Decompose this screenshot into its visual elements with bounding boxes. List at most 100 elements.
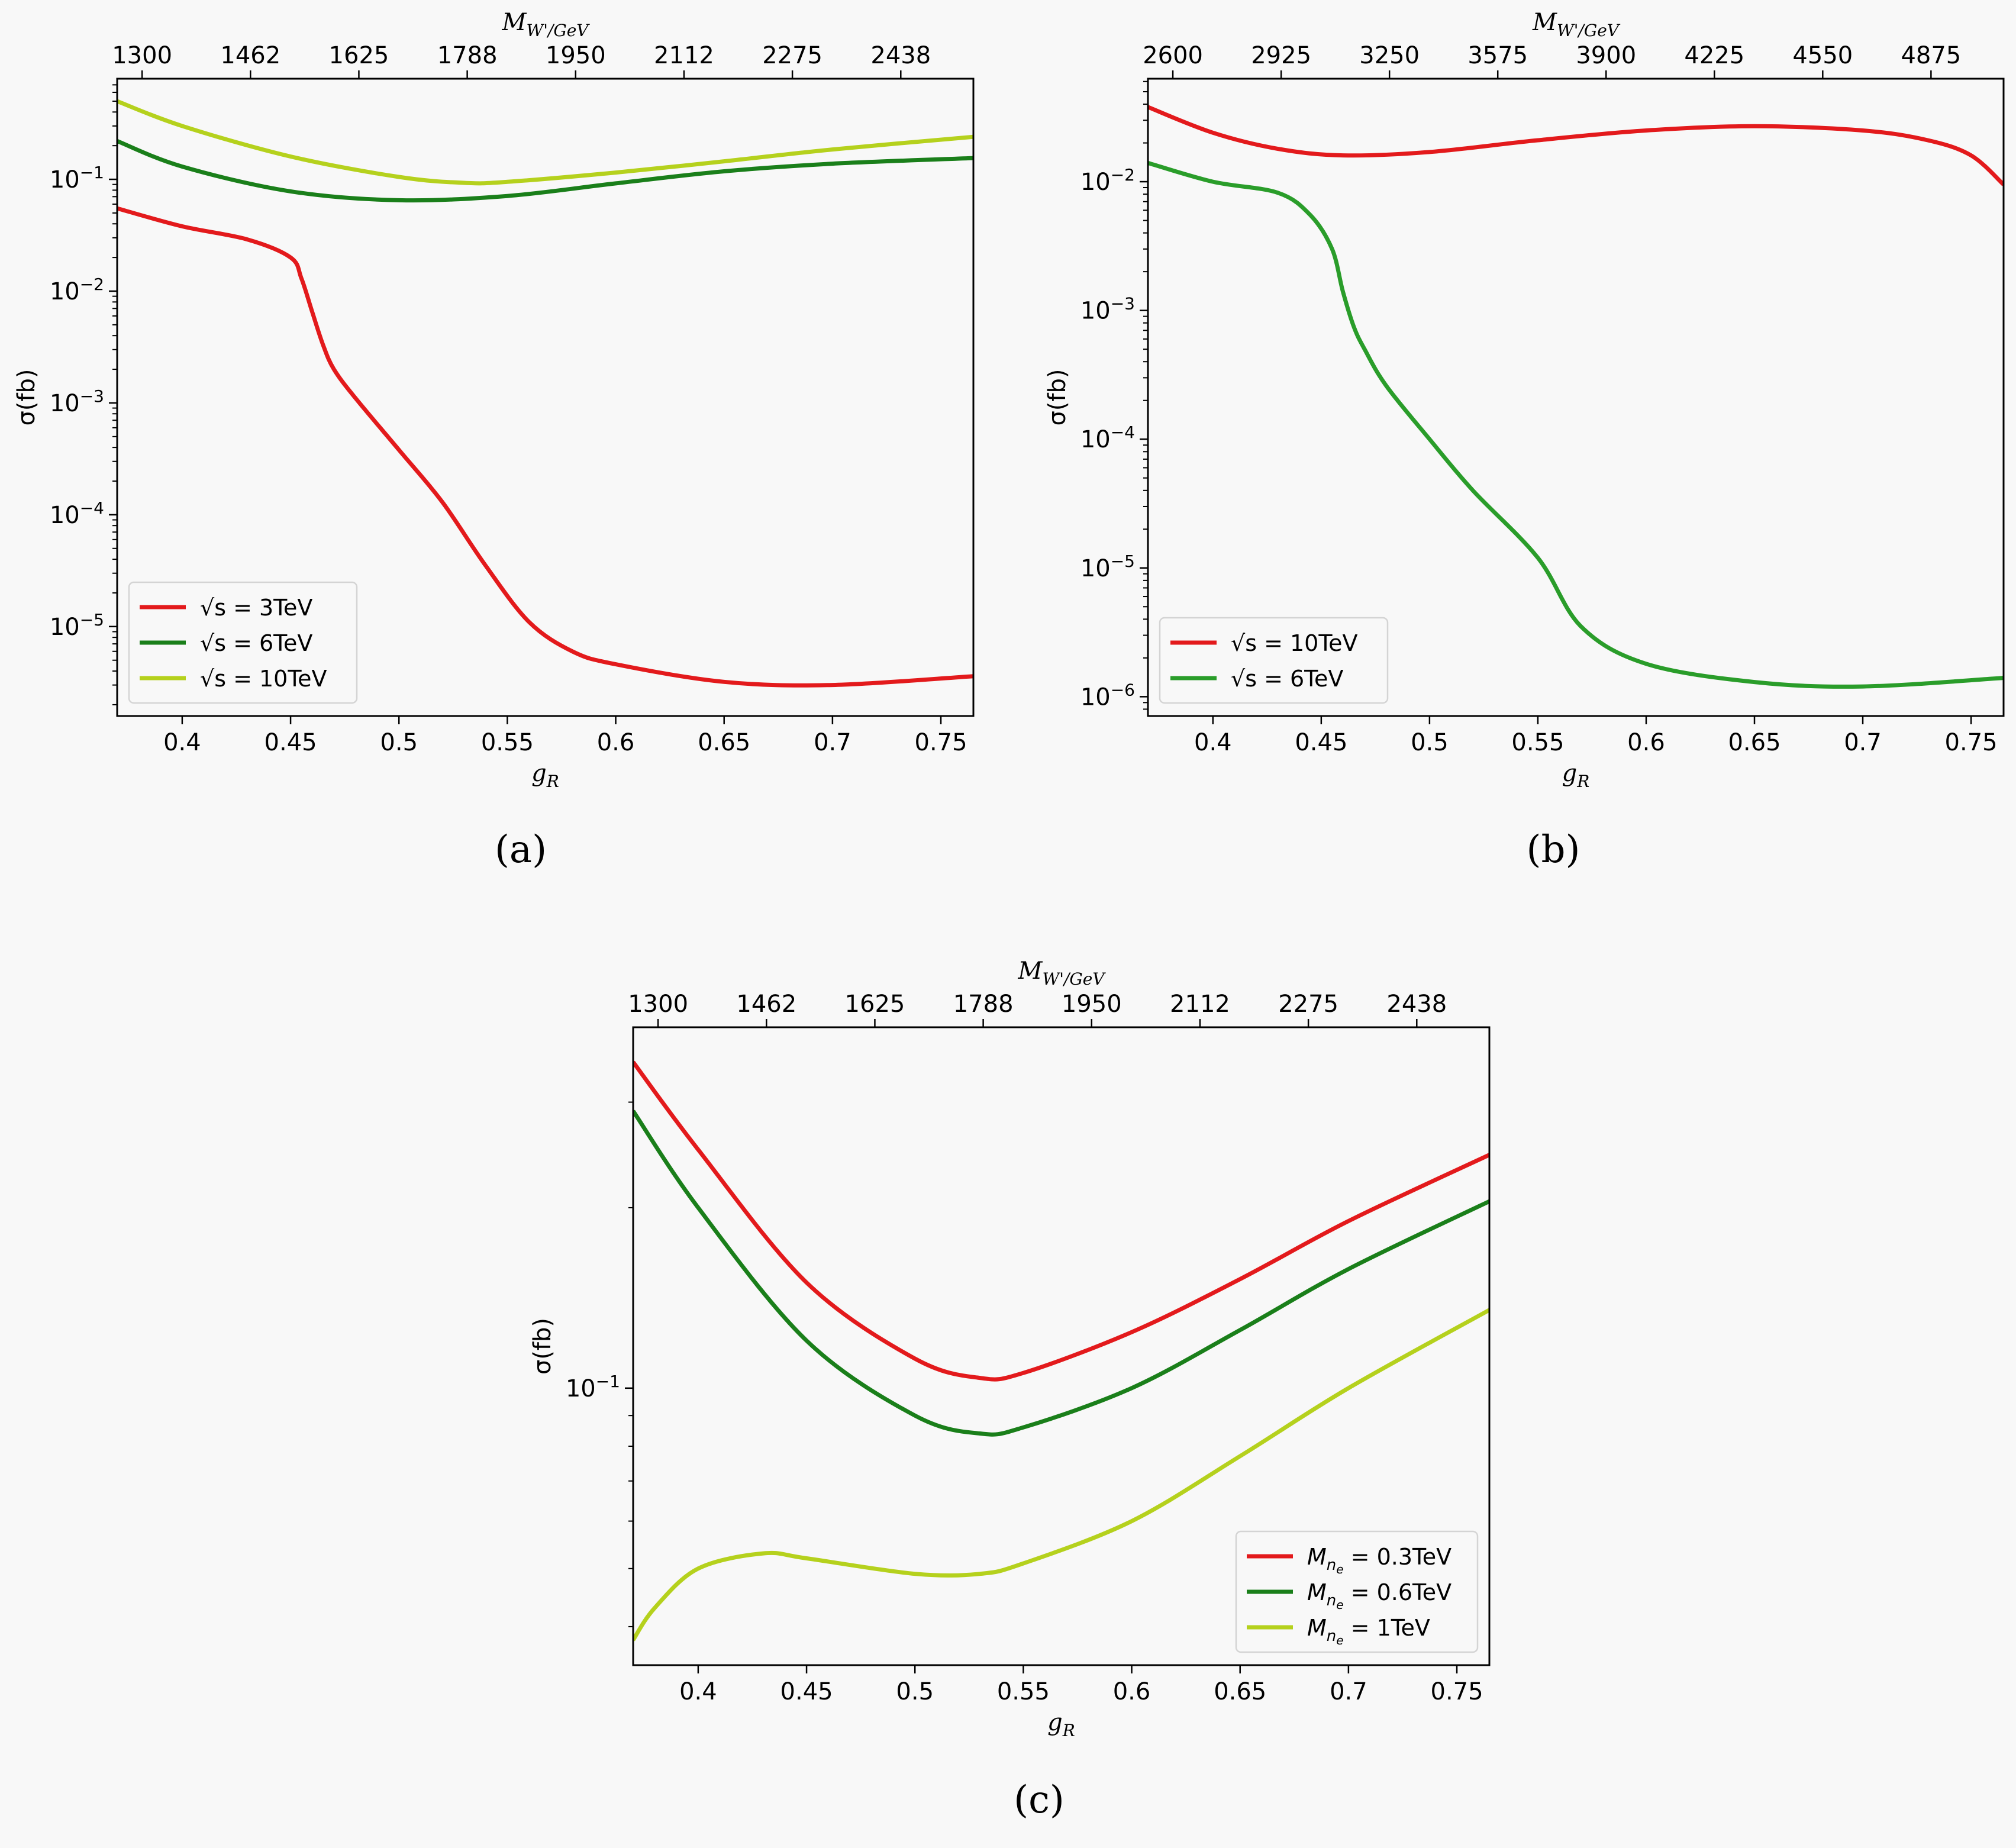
legend-label: √s = 6TeV xyxy=(200,630,312,656)
x-tick-label: 0.45 xyxy=(265,729,317,756)
series-line-2 xyxy=(1148,160,2004,689)
y-tick-label: 10−3 xyxy=(50,386,104,417)
x2-tick-label: 4550 xyxy=(1792,42,1853,69)
y-tick-label: 10−2 xyxy=(50,275,104,305)
y-axis-label: σ(fb) xyxy=(13,369,40,425)
legend-box xyxy=(1159,617,1389,704)
x-tick-label: 0.75 xyxy=(1431,1678,1483,1705)
legend-box xyxy=(128,581,358,704)
x-tick-label: 0.45 xyxy=(1295,729,1347,756)
legend-label: √s = 3TeV xyxy=(200,595,312,621)
plot-frame xyxy=(116,78,975,717)
series-line-2 xyxy=(117,139,973,203)
x-tick-label: 0.4 xyxy=(1194,729,1232,756)
panel-caption: (a) xyxy=(495,828,547,872)
x-tick-label: 0.7 xyxy=(814,729,851,756)
x2-tick-label: 2275 xyxy=(762,42,822,69)
series-line-1 xyxy=(1148,105,2004,186)
y-tick-label: 10−6 xyxy=(1080,680,1135,711)
legend-box xyxy=(1235,1530,1479,1653)
x-tick-label: 0.65 xyxy=(698,729,750,756)
x2-tick-label: 1788 xyxy=(437,42,498,69)
x-tick-label: 0.7 xyxy=(1330,1678,1367,1705)
series-line-1 xyxy=(633,1060,1489,1382)
series-line-2 xyxy=(633,1110,1489,1437)
x2-tick-label: 1462 xyxy=(220,42,280,69)
series-line-1 xyxy=(117,206,973,688)
series-line-3 xyxy=(117,99,973,186)
x-tick-label: 0.6 xyxy=(1113,1678,1151,1705)
x-tick-label: 0.65 xyxy=(1728,729,1780,756)
x-tick-label: 0.5 xyxy=(380,729,418,756)
x-tick-label: 0.6 xyxy=(1627,729,1665,756)
y-axis-label: σ(fb) xyxy=(529,1318,556,1375)
x2-tick-label: 4875 xyxy=(1901,42,1961,69)
x-axis-label: gR xyxy=(531,760,559,791)
x2-tick-label: 3575 xyxy=(1467,42,1528,69)
y-tick-label: 10−5 xyxy=(50,610,104,641)
chart-a: 0.4 0.45 0.5 0.55 0.6 0.65 0.7 0.75 1300 1462 1625… xyxy=(13,9,975,872)
x-tick-label: 0.6 xyxy=(597,729,635,756)
x2-axis-label: MW'/GeV xyxy=(1532,9,1621,40)
legend-label: √s = 10TeV xyxy=(1231,630,1358,656)
x2-tick-label: 2275 xyxy=(1278,991,1338,1018)
y-tick-label: 10−1 xyxy=(566,1372,620,1402)
legend-label: √s = 6TeV xyxy=(1231,666,1343,692)
y-tick-label: 10−4 xyxy=(50,498,104,529)
y-tick-label: 10−3 xyxy=(1080,294,1135,325)
y-tick-label: 10−5 xyxy=(1080,552,1135,582)
x2-tick-label: 2600 xyxy=(1143,42,1203,69)
x2-tick-label: 2112 xyxy=(654,42,714,69)
x2-tick-label: 1625 xyxy=(845,991,905,1018)
panel-caption: (c) xyxy=(1014,1778,1065,1822)
x2-tick-label: 1950 xyxy=(1062,991,1122,1018)
legend-label: Mne = 0.6TeV xyxy=(1307,1579,1451,1612)
x2-tick-label: 1788 xyxy=(953,991,1014,1018)
x2-tick-label: 1300 xyxy=(112,42,172,69)
x2-tick-label: 2438 xyxy=(870,42,931,69)
panel-caption: (b) xyxy=(1527,828,1580,872)
x2-axis-label: MW'/GeV xyxy=(1017,957,1106,989)
legend-label: Mne = 1TeV xyxy=(1307,1615,1430,1647)
x-axis-label: gR xyxy=(1562,760,1590,791)
x2-tick-label: 2438 xyxy=(1386,991,1447,1018)
x-tick-label: 0.5 xyxy=(896,1678,934,1705)
x2-tick-label: 2112 xyxy=(1170,991,1230,1018)
plot-frame xyxy=(632,1026,1491,1666)
x2-tick-label: 3250 xyxy=(1359,42,1420,69)
x2-tick-label: 2925 xyxy=(1251,42,1311,69)
x2-tick-label: 1625 xyxy=(329,42,389,69)
x-tick-label: 0.65 xyxy=(1214,1678,1266,1705)
x-tick-label: 0.7 xyxy=(1844,729,1882,756)
series-line-3 xyxy=(633,1308,1489,1641)
x2-tick-label: 3900 xyxy=(1576,42,1636,69)
x2-tick-label: 4225 xyxy=(1684,42,1744,69)
x2-tick-label: 1950 xyxy=(546,42,606,69)
x-tick-label: 0.5 xyxy=(1411,729,1449,756)
y-tick-label: 10−2 xyxy=(1080,165,1135,196)
x-tick-label: 0.75 xyxy=(1945,729,1998,756)
x-tick-label: 0.75 xyxy=(915,729,967,756)
y-tick-label: 10−4 xyxy=(1080,423,1135,453)
y-axis-label: σ(fb) xyxy=(1044,369,1071,425)
y-tick-label: 10−1 xyxy=(50,163,104,193)
plot-area xyxy=(1148,79,2004,716)
x-tick-label: 0.55 xyxy=(997,1678,1050,1705)
x-tick-label: 0.55 xyxy=(1511,729,1564,756)
chart-b: 0.4 0.45 0.5 0.55 0.6 0.65 0.7 0.75 2600 2925 3250… xyxy=(1044,9,2005,872)
x2-axis-label: MW'/GeV xyxy=(501,9,590,40)
x2-tick-label: 1300 xyxy=(628,991,688,1018)
legend: √s = 3TeV √s = 6TeV √s = 10TeV xyxy=(128,581,358,704)
legend: √s = 10TeV √s = 6TeV xyxy=(1159,617,1389,704)
plot-frame xyxy=(1147,78,2005,717)
x2-tick-label: 1462 xyxy=(736,991,796,1018)
chart-c: 0.4 0.45 0.5 0.55 0.6 0.65 0.7 0.75 1300 1462 1625… xyxy=(529,957,1491,1822)
x-tick-label: 0.4 xyxy=(679,1678,717,1705)
legend-label: Mne = 0.3TeV xyxy=(1307,1544,1451,1576)
x-tick-label: 0.55 xyxy=(481,729,534,756)
x-tick-label: 0.45 xyxy=(780,1678,833,1705)
legend-label: √s = 10TeV xyxy=(200,666,327,692)
x-axis-label: gR xyxy=(1047,1709,1075,1740)
